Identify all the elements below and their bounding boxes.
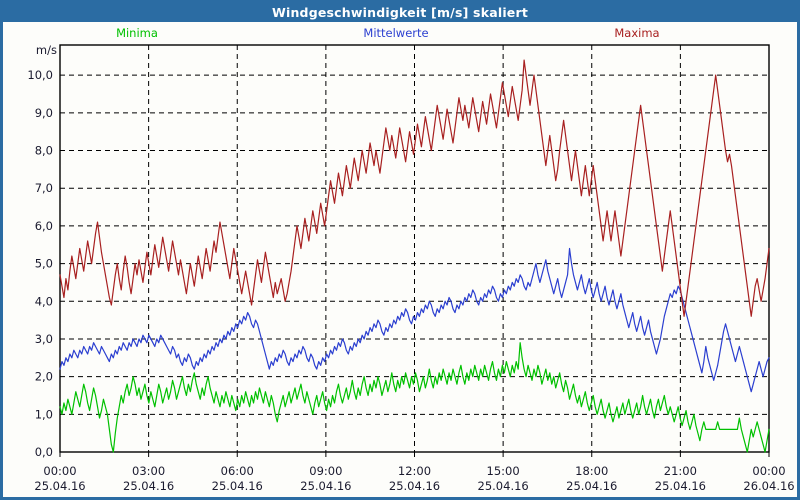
- chart-plot-area: 0,01,02,03,04,05,06,07,08,09,010,000:002…: [27, 44, 795, 493]
- y-axis-tick-label: 5,0: [35, 257, 53, 271]
- y-axis-tick-label: 10,0: [27, 68, 53, 82]
- x-axis-date-label: 25.04.16: [212, 479, 263, 493]
- x-axis-date-label: 25.04.16: [300, 479, 351, 493]
- x-axis-time-label: 00:00: [752, 464, 785, 478]
- y-axis-tick-label: 0,0: [35, 445, 53, 459]
- y-axis-tick-label: 7,0: [35, 181, 53, 195]
- x-axis-date-label: 26.04.16: [743, 479, 794, 493]
- y-axis-unit-label: m/s: [35, 43, 57, 57]
- window-title: Windgeschwindigkeit [m/s] skaliert: [3, 3, 797, 22]
- x-axis-time-label: 09:00: [309, 464, 342, 478]
- y-axis-tick-label: 3,0: [35, 332, 53, 346]
- legend-item-mittelwerte: Mittelwerte: [363, 26, 429, 40]
- x-axis-time-label: 18:00: [575, 464, 608, 478]
- x-axis-date-label: 25.04.16: [34, 479, 85, 493]
- legend-item-maxima: Maxima: [614, 26, 660, 40]
- x-axis-date-label: 25.04.16: [123, 479, 174, 493]
- y-axis-tick-label: 8,0: [35, 144, 53, 158]
- x-axis-date-label: 25.04.16: [478, 479, 529, 493]
- y-axis-tick-label: 1,0: [35, 407, 53, 421]
- y-axis-tick-label: 4,0: [35, 294, 53, 308]
- x-axis-date-label: 25.04.16: [389, 479, 440, 493]
- series-line-mittelwerte: [59, 247, 770, 393]
- x-axis-time-label: 12:00: [398, 464, 431, 478]
- x-axis-time-label: 06:00: [221, 464, 254, 478]
- legend-item-minima: Minima: [116, 26, 158, 40]
- x-axis-date-label: 25.04.16: [566, 479, 617, 493]
- y-axis-tick-label: 6,0: [35, 219, 53, 233]
- chart-legend: Minima Mittelwerte Maxima: [3, 25, 797, 41]
- y-axis-tick-label: 2,0: [35, 370, 53, 384]
- x-axis-time-label: 03:00: [132, 464, 165, 478]
- x-axis-time-label: 15:00: [487, 464, 520, 478]
- x-axis-time-label: 00:00: [43, 464, 76, 478]
- x-axis-date-label: 25.04.16: [655, 479, 706, 493]
- y-axis-tick-label: 9,0: [35, 106, 53, 120]
- series-line-minima: [59, 342, 770, 453]
- series-line-maxima: [59, 59, 770, 317]
- x-axis-time-label: 21:00: [664, 464, 697, 478]
